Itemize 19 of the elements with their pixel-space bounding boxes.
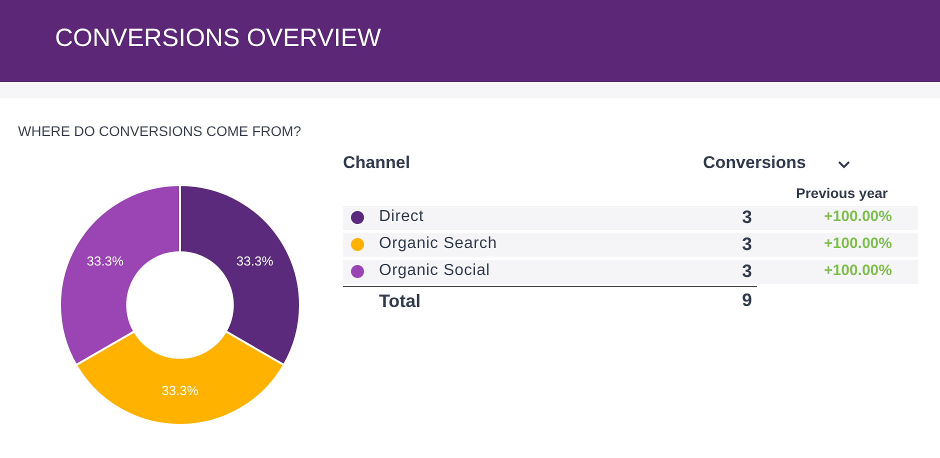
legend-title: Channel <box>343 153 410 173</box>
data-label: 33.3% <box>86 253 124 268</box>
legend-label: Organic Search <box>379 235 498 253</box>
text: +100.00% <box>824 235 892 252</box>
text: Previous year <box>796 185 888 201</box>
text: 9 <box>742 290 752 310</box>
text: +100.00% <box>824 262 892 279</box>
text: Conversions <box>703 153 806 173</box>
text: 3 <box>742 261 752 282</box>
legend-label: Direct <box>379 208 424 226</box>
chart-subtitle: WHERE DO CONVERSIONS COME FROM? <box>18 123 302 139</box>
text: +100.00% <box>824 208 892 225</box>
chart-title: CONVERSIONS OVERVIEW <box>55 24 381 53</box>
data-label: 33.3% <box>236 253 274 268</box>
text: Total <box>379 291 421 312</box>
text: 3 <box>742 234 752 255</box>
text: 3 <box>742 207 752 228</box>
data-label: 33.3% <box>162 382 199 398</box>
legend-label: Organic Social <box>379 262 490 280</box>
